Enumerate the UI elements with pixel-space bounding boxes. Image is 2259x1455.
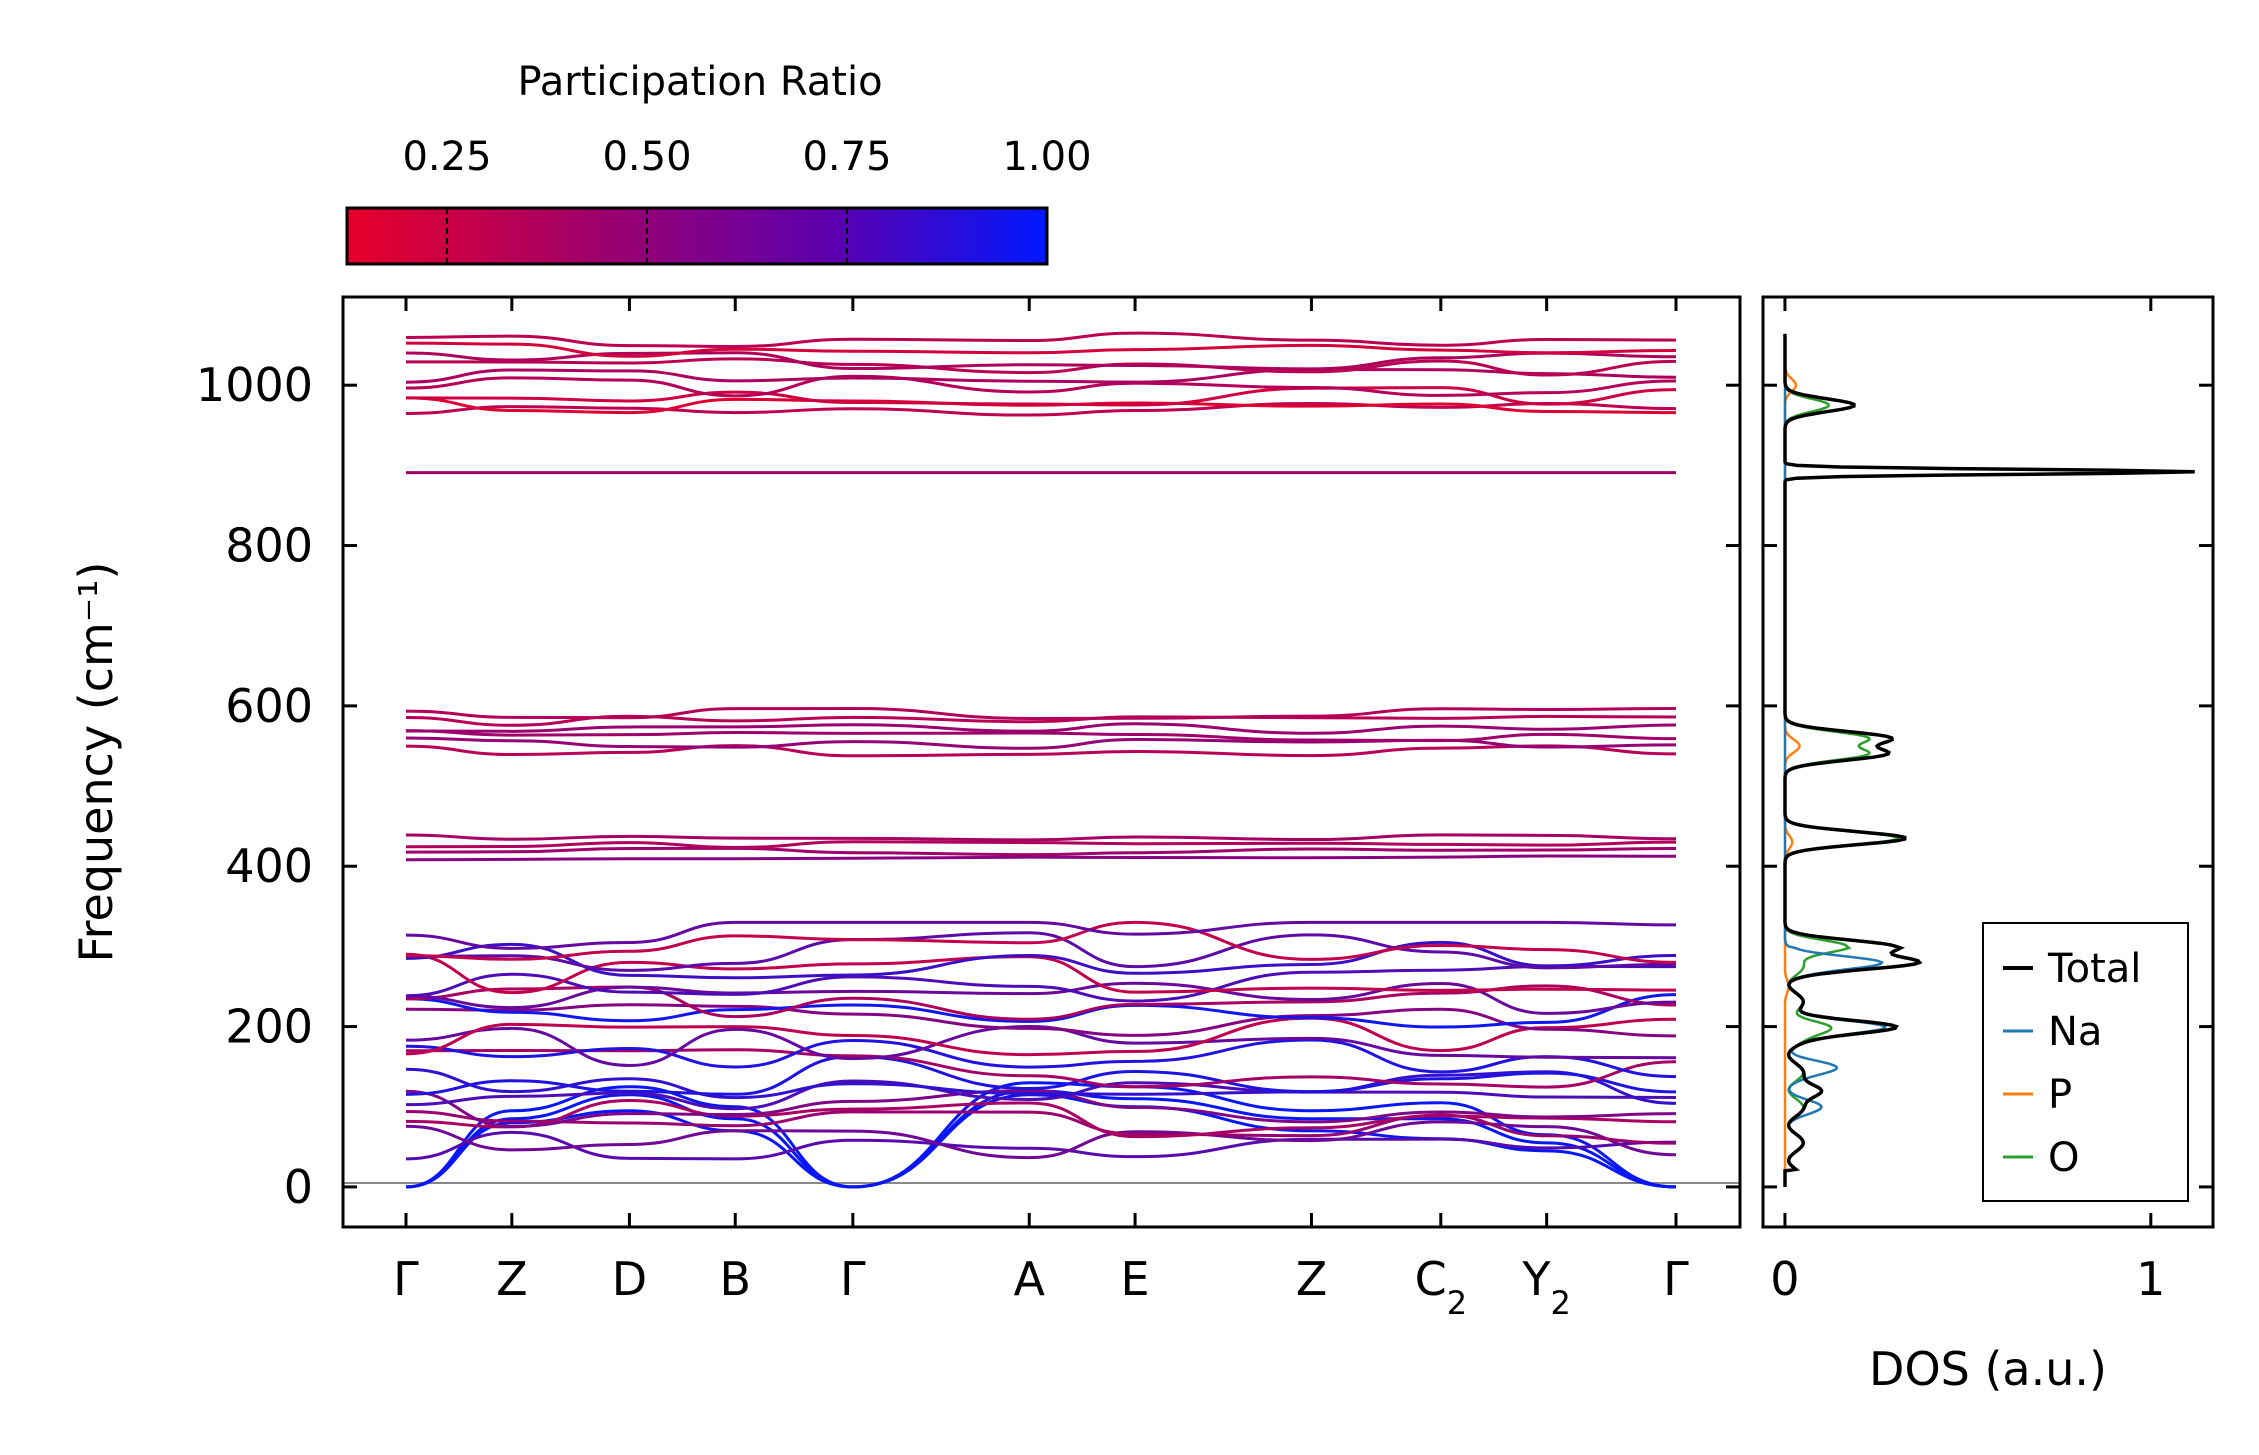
high-symmetry-label: Z: [496, 1252, 528, 1306]
phonon-band: [405, 1016, 1677, 1057]
phonon-band: [405, 931, 1677, 972]
high-symmetry-label: E: [1121, 1252, 1150, 1306]
phonon-band: [405, 920, 1677, 950]
dos-series-total: [1783, 333, 2195, 1187]
phonon-band: [405, 1048, 1677, 1089]
phonon-band: [405, 374, 1677, 398]
phonon-band: [405, 1130, 1677, 1161]
high-symmetry-label: C2: [1415, 1252, 1467, 1322]
phonon-band: [405, 1067, 1677, 1105]
high-symmetry-label: Z: [1296, 1252, 1328, 1306]
phonon-band: [405, 964, 1677, 1003]
phonon-band: [405, 1079, 1677, 1111]
legend: Total Na PO: [1982, 922, 2189, 1202]
colorbar-tick-label: 0.75: [802, 134, 891, 180]
dos-x-tick-label: 1: [2136, 1252, 2165, 1306]
legend-label-p: P: [2048, 1072, 2072, 1118]
y-tick-label: 200: [225, 1000, 313, 1054]
phonon-band: [405, 736, 1677, 750]
legend-label-na: Na: [2048, 1009, 2102, 1055]
phonon-band: [405, 1120, 1677, 1160]
high-symmetry-label: Γ: [840, 1252, 866, 1306]
phonon-band: [405, 1089, 1677, 1128]
band-plot-frame: [341, 295, 1742, 1229]
phonon-band: [405, 1003, 1677, 1038]
phonon-band: [405, 386, 1677, 407]
phonon-band: [405, 846, 1677, 857]
x-axis-title-dos: DOS (a.u.): [1869, 1342, 2107, 1396]
high-symmetry-label: Γ: [1663, 1252, 1689, 1306]
phonon-band: [405, 341, 1677, 358]
colorbar-title: Participation Ratio: [517, 59, 882, 105]
legend-label-total: Total: [2047, 946, 2141, 992]
phonon-band: [405, 331, 1677, 348]
phonon-band: [405, 993, 1677, 1029]
y-tick-label: 0: [284, 1160, 313, 1214]
y-tick-label: 600: [225, 679, 313, 733]
y-tick-label: 400: [225, 839, 313, 893]
colorbar-gradient: [345, 206, 1049, 266]
phonon-band: [405, 707, 1677, 720]
dos-plot-frame: [1761, 295, 2215, 1229]
legend-label-o: O: [2048, 1135, 2079, 1181]
y-tick-label: 800: [225, 519, 313, 573]
phonon-band: [405, 722, 1677, 735]
phonon-band: [405, 368, 1677, 384]
high-symmetry-label: Y2: [1521, 1252, 1570, 1322]
high-symmetry-label: D: [612, 1252, 647, 1306]
colorbar-tick-label: 0.50: [602, 134, 691, 180]
phonon-band: [405, 729, 1677, 743]
phonon-band: [405, 1099, 1677, 1139]
phonon-band: [405, 744, 1677, 758]
high-symmetry-label: A: [1014, 1252, 1046, 1306]
phonon-band: [405, 1055, 1677, 1096]
phonon-band: [405, 1038, 1677, 1079]
phonon-band: [405, 1025, 1677, 1067]
phonon-band: [405, 1109, 1677, 1145]
phonon-band: [405, 840, 1677, 849]
phonon-band: [405, 920, 1677, 964]
colorbar-tick-label: 0.25: [402, 134, 491, 180]
band-structure-panel: 0 200 400 600 800 1000 Γ Z D B Γ A E Z C2 Y2 Γ Frequenc…: [69, 295, 1742, 1322]
high-symmetry-label: Γ: [393, 1252, 419, 1306]
y-axis-title: Frequency (cm⁻¹): [69, 562, 123, 963]
high-symmetry-label: B: [719, 1252, 751, 1306]
phonon-band: [405, 357, 1677, 377]
colorbar: Participation Ratio 0.25 0.50 0.75 1.00: [345, 59, 1092, 266]
phonon-band: [405, 833, 1677, 842]
dos-panel: 0 1 DOS (a.u.) Total Na PO: [1761, 295, 2215, 1396]
dos-x-tick-label: 0: [1770, 1252, 1799, 1306]
phonon-band: [405, 854, 1677, 862]
colorbar-tick-label: 1.00: [1002, 134, 1091, 180]
y-tick-label: 1000: [196, 358, 313, 412]
